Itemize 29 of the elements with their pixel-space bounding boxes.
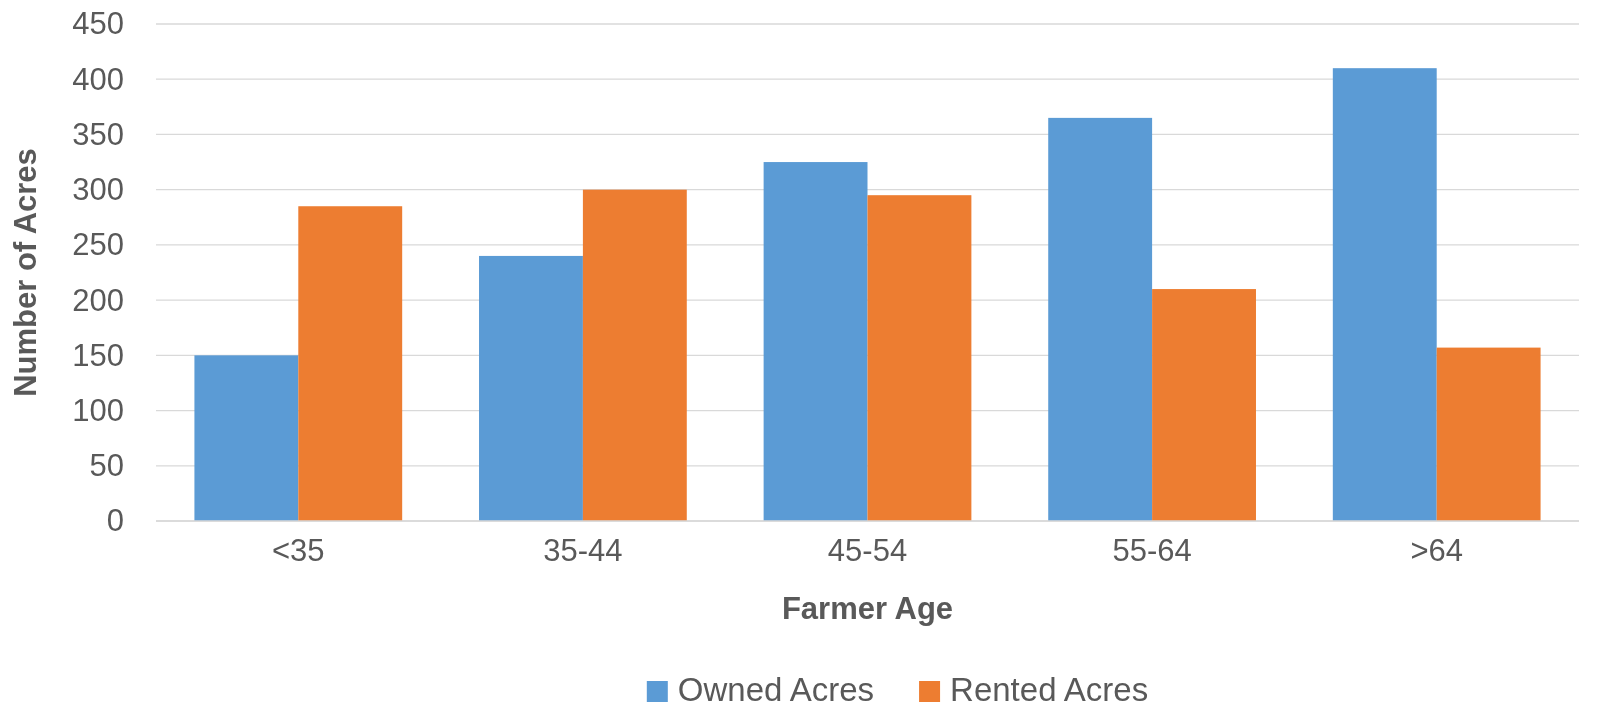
- y-tick-label: 100: [72, 392, 124, 428]
- y-tick-label: 450: [72, 6, 124, 42]
- x-tick-label: 45-54: [827, 533, 908, 569]
- y-tick-label: 350: [72, 116, 124, 152]
- legend-label: Rented Acres: [950, 671, 1149, 708]
- x-axis-title: Farmer Age: [781, 591, 954, 626]
- x-tick-label: >64: [1410, 533, 1463, 569]
- x-tick-label: 55-64: [1112, 533, 1192, 569]
- bar: [194, 355, 299, 521]
- bar: [582, 189, 687, 521]
- bar: [1332, 68, 1437, 521]
- bar: [1048, 117, 1153, 521]
- bar: [479, 255, 583, 521]
- y-tick-label: 250: [72, 227, 124, 263]
- x-tick-label: <35: [272, 533, 325, 569]
- bar: [867, 195, 972, 521]
- y-tick-label: 200: [72, 282, 124, 318]
- y-tick-label: 150: [72, 337, 124, 373]
- y-tick-label: 50: [89, 448, 124, 484]
- y-tick-label: 400: [72, 61, 124, 97]
- bar: [1152, 289, 1256, 521]
- y-tick-label: 0: [106, 503, 124, 539]
- bar: [763, 162, 868, 521]
- y-tick-label: 300: [72, 172, 124, 208]
- bar: [1436, 347, 1541, 521]
- legend-label: Owned Acres: [677, 671, 875, 708]
- bar: [298, 206, 403, 521]
- x-tick-label: 35-44: [543, 533, 623, 569]
- y-axis-title: Number of Acres: [8, 148, 43, 397]
